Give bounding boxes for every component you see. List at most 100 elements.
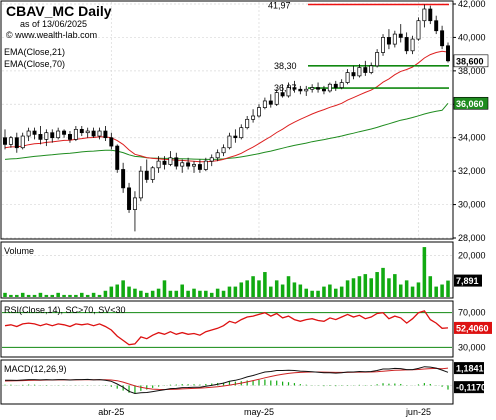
candle-up [375, 52, 380, 67]
candle-up [44, 132, 49, 140]
candle-up [132, 197, 137, 210]
candle-down [428, 8, 433, 22]
legend-ema70: EMA(Close,70) [4, 59, 65, 69]
candle-up [251, 115, 256, 120]
volume-bar [85, 294, 90, 297]
candle-up [345, 72, 350, 83]
candle-up [203, 160, 208, 170]
candle-down [38, 134, 43, 140]
volume-bar [257, 280, 261, 297]
rsi-tick-label: 70,000 [458, 308, 486, 318]
candle-up [209, 157, 214, 162]
candle-down [67, 134, 72, 140]
volume-bar [322, 286, 326, 297]
volume-bar [280, 284, 285, 297]
volume-bar [209, 292, 214, 297]
volume-tick-label: 20,000 [458, 250, 486, 260]
candle-up [369, 65, 374, 73]
volume-bar [351, 278, 356, 297]
volume-bar [91, 292, 96, 297]
candle-down [434, 20, 439, 32]
candle-up [150, 167, 155, 180]
volume-bar [68, 294, 72, 297]
candle-up [97, 130, 102, 137]
macd-title: MACD(12,26,9) [4, 364, 67, 374]
volume-bar [198, 290, 202, 297]
volume-bar [44, 294, 49, 297]
x-tick-label: may-25 [244, 407, 274, 417]
volume-bar [416, 282, 421, 297]
candle-down [127, 187, 132, 210]
volume-bar [162, 280, 167, 297]
volume-bar [410, 286, 415, 297]
volume-bar [26, 294, 31, 297]
macd-panel [0, 359, 454, 405]
volume-bar [239, 282, 244, 297]
candle-down [144, 170, 149, 180]
volume-bar [204, 290, 208, 297]
volume-bar [15, 294, 19, 297]
axis-layer: 42,00040,00038,00036,00034,00032,00030,0… [98, 0, 492, 417]
candle-up [156, 160, 161, 169]
volume-bar [381, 267, 385, 297]
macd-layer [4, 366, 449, 395]
volume-bar [139, 290, 143, 297]
as-of-date: as of 13/06/2025 [20, 19, 87, 29]
price-tick-label: 28,000 [458, 233, 486, 243]
volume-bar [62, 294, 66, 297]
volume-bar [9, 294, 13, 297]
candle-down [79, 129, 84, 134]
candle-up [310, 87, 315, 90]
candle-up [180, 162, 185, 167]
rsi-last-box [454, 321, 492, 334]
candle-up [286, 87, 291, 97]
volume-bar [446, 280, 450, 297]
volume-bar [233, 286, 238, 297]
volume-bar [428, 276, 433, 297]
volume-bar [387, 278, 391, 297]
volume-bars [3, 247, 450, 297]
volume-bar [274, 280, 279, 297]
candle-up [239, 127, 244, 139]
candle-down [398, 33, 403, 38]
volume-bar [422, 247, 427, 297]
volume-bar [404, 280, 409, 297]
volume-bar [115, 284, 119, 297]
candle-down [333, 83, 338, 88]
macd-tag-box [454, 381, 484, 394]
candle-up [245, 118, 250, 129]
candle-up [26, 130, 31, 137]
candle-down [404, 37, 409, 52]
volume-bar [227, 286, 232, 297]
volume-bar [56, 292, 60, 297]
volume-bar [109, 286, 114, 297]
volume-bar [369, 278, 373, 297]
candle-up [227, 135, 232, 149]
candle-down [233, 135, 238, 139]
candle-down [316, 87, 321, 90]
candle-down [3, 137, 7, 145]
volume-bar [127, 286, 131, 297]
candle-up [221, 147, 226, 154]
candle-up [85, 130, 90, 134]
candle-up [274, 92, 279, 105]
volume-bar [339, 286, 344, 297]
volume-bar [434, 286, 438, 297]
volume-bar [269, 286, 273, 297]
last-close-tag: 38,600 [456, 56, 484, 66]
volume-bar [357, 276, 362, 297]
candle-down [50, 132, 55, 139]
volume-bar [363, 274, 368, 297]
volume-bar [156, 288, 161, 297]
candle-up [422, 8, 427, 22]
volume-bar [38, 292, 43, 297]
volume-bar [32, 294, 37, 297]
rsi-last-tag: 52,4060 [456, 323, 489, 333]
candle-down [292, 87, 297, 90]
volume-bar [298, 284, 303, 297]
candle-up [416, 20, 421, 40]
volume-bar [144, 292, 149, 297]
candle-down [62, 130, 67, 135]
